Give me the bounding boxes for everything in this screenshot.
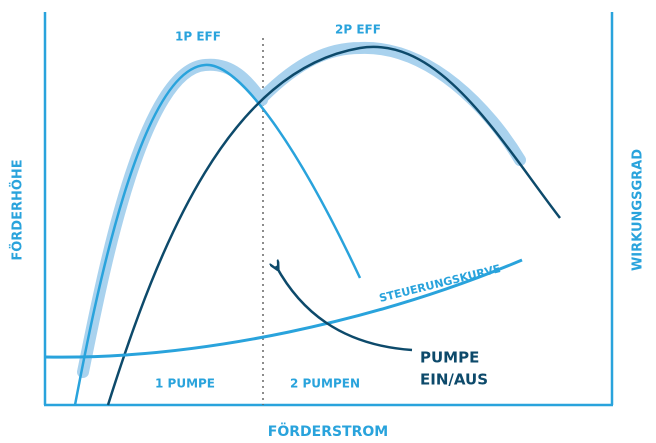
region-label: 2 PUMPEN xyxy=(290,377,360,391)
eff-highlight-1 xyxy=(77,58,268,378)
x-axis-label: FÖRDERSTROM xyxy=(268,422,388,440)
switch-label: PUMPE xyxy=(420,349,479,367)
eff-highlight-2 xyxy=(256,41,526,166)
control-curve xyxy=(44,258,523,359)
switch-label: EIN/AUS xyxy=(420,371,488,389)
label: 1P EFF xyxy=(175,30,221,44)
region-label: 1 PUMPE xyxy=(155,377,215,391)
axes xyxy=(43,12,614,407)
label: 2P EFF xyxy=(335,23,381,37)
control-label: STEUERUNGSKURVE xyxy=(378,262,502,305)
switch-arrow xyxy=(276,266,413,352)
y-left-label: FÖRDERHÖHE xyxy=(10,159,26,260)
two-pump-curve xyxy=(106,45,561,406)
one-pump-curve xyxy=(73,63,362,406)
y-right-label: WIRKUNGSGRAD xyxy=(631,149,646,271)
